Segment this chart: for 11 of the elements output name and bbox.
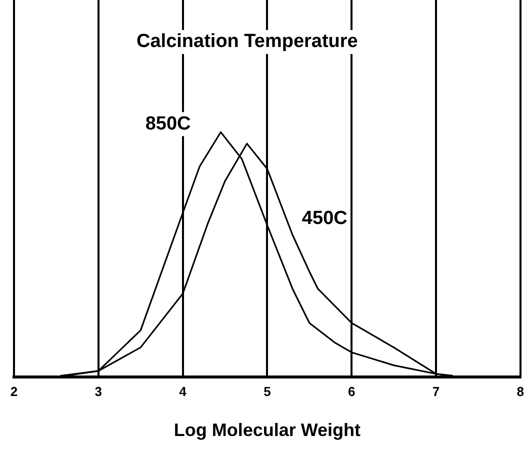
chart-title: Calcination Temperature	[136, 31, 358, 52]
x-tick-label: 2	[10, 384, 18, 400]
series-label: 850C	[145, 113, 192, 134]
x-tick-label: 3	[94, 384, 102, 400]
x-axis-title: Log Molecular Weight	[174, 420, 361, 440]
x-tick-label: 7	[432, 384, 440, 400]
x-tick-label: 6	[348, 384, 356, 400]
series-label: 450C	[302, 208, 348, 229]
x-tick-label: 4	[179, 384, 188, 400]
x-tick-label: 5	[264, 384, 271, 400]
x-tick-label: 8	[516, 384, 524, 400]
